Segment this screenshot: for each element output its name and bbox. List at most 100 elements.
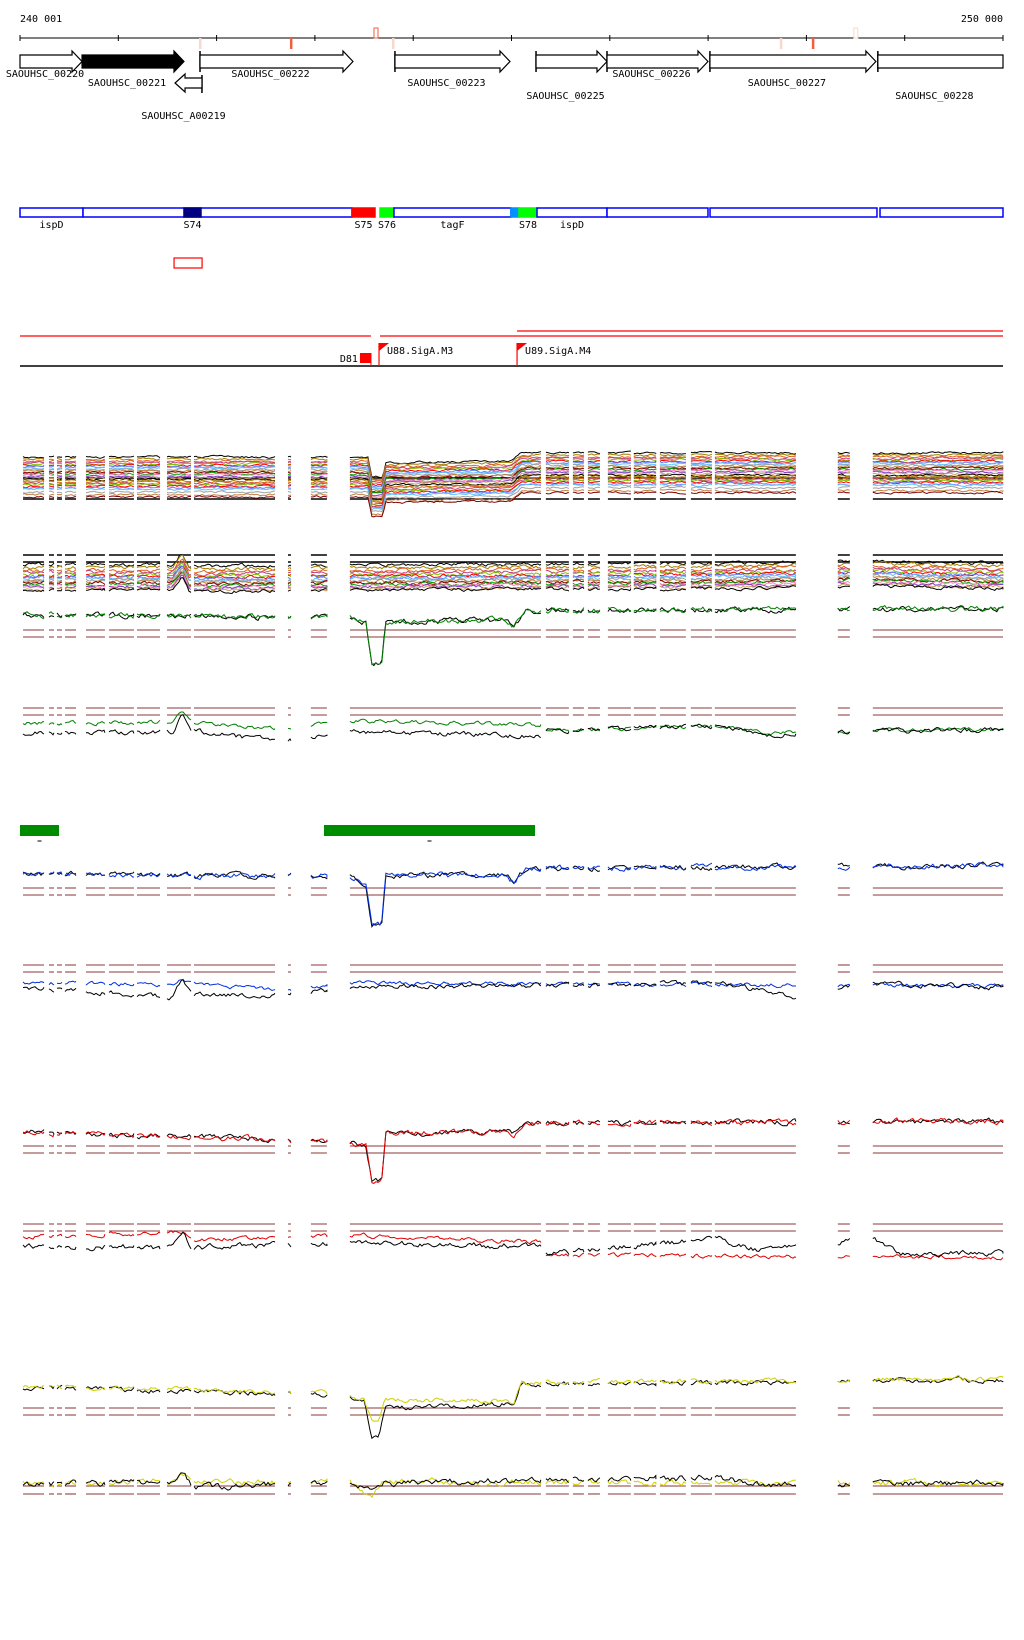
series-line bbox=[136, 574, 161, 578]
series-line bbox=[714, 981, 797, 1000]
series-line bbox=[545, 728, 570, 735]
series-line bbox=[349, 470, 542, 497]
gene-label: SAOUHSC_00228 bbox=[895, 91, 973, 102]
series-line bbox=[659, 723, 686, 730]
series-line bbox=[193, 574, 276, 580]
gene-SAOUHSC_00227[interactable]: SAOUHSC_00227 bbox=[709, 49, 877, 89]
series-line bbox=[659, 451, 686, 455]
series-line bbox=[108, 990, 134, 998]
transcript-feature[interactable] bbox=[536, 207, 608, 218]
gene-SAOUHSC_00221[interactable]: SAOUHSC_00221 bbox=[81, 49, 185, 89]
transcript-feature[interactable] bbox=[709, 207, 878, 218]
series-line bbox=[22, 588, 45, 592]
series-line bbox=[166, 464, 192, 468]
gene-SAOUHSC_00228[interactable]: SAOUHSC_00228 bbox=[877, 51, 1004, 102]
series-line bbox=[193, 473, 276, 477]
transcript-feature[interactable] bbox=[879, 207, 1004, 218]
series-line bbox=[633, 580, 657, 586]
transcript-feature[interactable] bbox=[606, 207, 709, 218]
series-line bbox=[349, 478, 542, 505]
series-line bbox=[690, 455, 713, 459]
series-line bbox=[659, 607, 687, 614]
series-line bbox=[690, 606, 713, 613]
series-line bbox=[572, 607, 585, 614]
series-line bbox=[166, 1134, 192, 1141]
gene-SAOUHSC_00225[interactable]: SAOUHSC_00225 bbox=[526, 49, 608, 102]
series-line bbox=[633, 458, 657, 462]
series-line bbox=[136, 587, 161, 591]
series-line bbox=[349, 483, 541, 511]
series-line bbox=[136, 1133, 161, 1138]
series-line bbox=[193, 1235, 276, 1243]
series-line bbox=[572, 1119, 585, 1125]
series-line bbox=[48, 562, 55, 567]
transcript-feature[interactable] bbox=[379, 207, 395, 218]
series-line bbox=[572, 566, 585, 570]
series-line bbox=[85, 461, 106, 464]
series-line bbox=[349, 1120, 542, 1183]
transcript-feature[interactable] bbox=[82, 207, 353, 218]
series-line bbox=[56, 470, 63, 474]
series-line bbox=[310, 482, 328, 485]
series-line bbox=[166, 488, 192, 491]
series-line bbox=[714, 1474, 797, 1488]
series-line bbox=[587, 562, 601, 566]
transcript-feature[interactable] bbox=[510, 207, 520, 218]
series-line bbox=[659, 1239, 687, 1245]
gene-SAOUHSC_00223[interactable]: SAOUHSC_00223 bbox=[394, 49, 511, 89]
series-line bbox=[659, 485, 687, 489]
series-line bbox=[714, 724, 797, 739]
gene-SAOUHSC_A00219[interactable]: SAOUHSC_A00219 bbox=[141, 72, 226, 122]
series-line bbox=[137, 469, 161, 473]
series-line bbox=[287, 573, 292, 578]
transcript-feature[interactable] bbox=[351, 207, 376, 218]
series-line bbox=[633, 1241, 657, 1250]
series-line bbox=[659, 482, 687, 486]
series-line bbox=[56, 457, 63, 461]
transcript-feature[interactable] bbox=[518, 207, 538, 218]
series-line bbox=[64, 1479, 77, 1486]
series-line bbox=[166, 461, 192, 465]
series-line bbox=[349, 564, 542, 570]
series-line bbox=[572, 728, 584, 733]
series-line bbox=[85, 458, 105, 461]
gene-label: SAOUHSC_00222 bbox=[231, 69, 309, 80]
gene-SAOUHSC_00222[interactable]: SAOUHSC_00222 bbox=[199, 49, 354, 80]
transcript-feature[interactable] bbox=[183, 207, 202, 218]
series-line bbox=[85, 568, 106, 573]
series-line bbox=[349, 1381, 541, 1440]
series-line bbox=[56, 576, 63, 579]
series-line bbox=[65, 457, 77, 461]
series-line bbox=[572, 467, 584, 470]
series-line bbox=[287, 988, 292, 991]
series-line bbox=[633, 569, 657, 573]
series-line bbox=[872, 560, 1004, 569]
series-line bbox=[545, 475, 570, 479]
series-line bbox=[310, 486, 328, 489]
gene-SAOUHSC_00226[interactable]: SAOUHSC_00226 bbox=[606, 49, 709, 80]
series-line bbox=[85, 456, 105, 459]
series-line bbox=[166, 1231, 192, 1250]
series-line bbox=[545, 491, 570, 495]
transcript-feature[interactable] bbox=[393, 207, 512, 218]
series-line bbox=[633, 454, 656, 457]
series-line bbox=[587, 461, 600, 465]
series-line bbox=[48, 576, 55, 579]
series-line bbox=[714, 469, 796, 473]
series-line bbox=[714, 605, 797, 612]
series-line bbox=[287, 482, 292, 486]
series-line bbox=[872, 564, 1004, 572]
series-line bbox=[310, 464, 328, 467]
series-line bbox=[287, 455, 292, 458]
series-line bbox=[572, 491, 584, 494]
series-line bbox=[633, 566, 657, 571]
gene-SAOUHSC_00220[interactable]: SAOUHSC_00220 bbox=[6, 49, 84, 80]
series-line bbox=[166, 478, 192, 481]
series-line bbox=[22, 570, 45, 574]
series-line bbox=[193, 474, 276, 479]
series-line bbox=[166, 1385, 192, 1391]
series-line bbox=[690, 723, 713, 730]
transcript-feature[interactable] bbox=[19, 207, 84, 218]
series-line bbox=[108, 462, 135, 465]
series-line bbox=[872, 980, 1004, 991]
